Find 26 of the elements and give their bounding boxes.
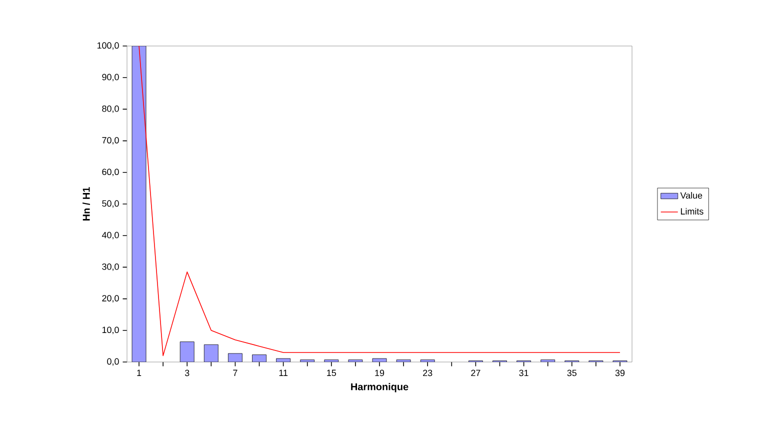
x-tick-label: 7 [233,370,238,376]
y-tick-label: 0,0 [107,358,119,366]
x-tick-label: 1 [137,370,142,376]
y-tick-label: 30,0 [102,263,119,271]
y-tick-label: 10,0 [102,326,119,334]
y-tick-label: 50,0 [102,200,119,208]
x-tick-label: 27 [471,370,480,376]
y-tick-label: 60,0 [102,168,119,176]
x-tick-label: 35 [567,370,576,376]
x-tick-label: 11 [279,370,288,376]
legend-label: Value [680,192,702,199]
x-tick-label: 3 [184,370,190,376]
x-tick-label: 23 [423,370,432,376]
x-axis-title: Harmonique [351,382,408,392]
y-tick-label: 80,0 [102,105,119,113]
x-tick-label: 19 [375,370,384,376]
y-axis-title: Hn / H1 [82,187,90,220]
y-tick-label: 40,0 [102,232,119,240]
legend-label: Limits [680,208,704,215]
y-tick-label: 100,0 [97,42,119,50]
y-tick-label: 20,0 [102,295,119,302]
y-tick-label: 70,0 [102,137,119,144]
x-tick-label: 15 [327,370,336,376]
x-tick-label: 31 [519,370,528,376]
y-tick-label: 90,0 [102,74,119,82]
x-tick-label: 39 [615,370,625,376]
